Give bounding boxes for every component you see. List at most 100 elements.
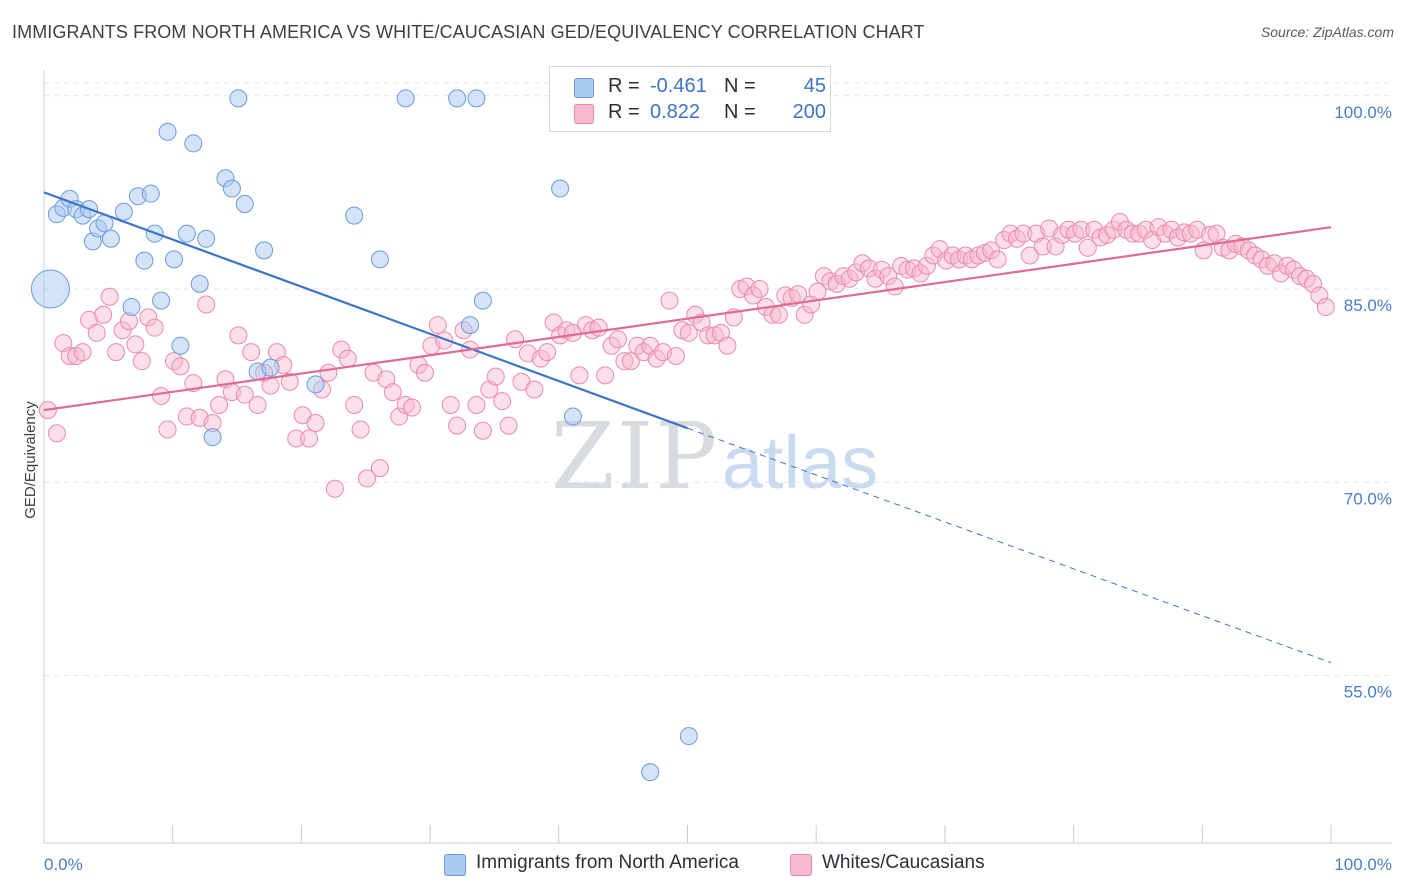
point-immigrants bbox=[467, 89, 486, 108]
bottom-legend-swatch-blue bbox=[444, 854, 466, 876]
point-whites bbox=[113, 321, 132, 340]
point-whites bbox=[1020, 246, 1039, 265]
point-immigrants bbox=[448, 89, 467, 108]
point-immigrants bbox=[396, 89, 415, 108]
point-whites bbox=[1110, 213, 1129, 232]
y-axis-label: GED/Equivalency bbox=[22, 401, 39, 519]
point-whites bbox=[840, 269, 859, 288]
point-whites bbox=[345, 395, 364, 414]
point-immigrants bbox=[551, 179, 570, 198]
point-whites bbox=[872, 260, 891, 279]
point-immigrants bbox=[177, 224, 196, 243]
point-immigrants bbox=[158, 122, 177, 141]
point-immigrants bbox=[135, 251, 154, 270]
point-immigrants bbox=[222, 179, 241, 198]
point-whites bbox=[885, 277, 904, 296]
point-whites bbox=[358, 469, 377, 488]
bottom-legend-whites: Whites/Caucasians bbox=[790, 852, 1020, 878]
point-whites bbox=[306, 414, 325, 433]
point-whites bbox=[589, 318, 608, 337]
point-whites bbox=[718, 336, 737, 355]
point-whites bbox=[1316, 298, 1335, 317]
point-whites bbox=[87, 323, 106, 342]
point-whites bbox=[390, 407, 409, 426]
bottom-legend-immigrants: Immigrants from North America bbox=[444, 852, 774, 878]
point-whites bbox=[332, 340, 351, 359]
series-immigrants-points bbox=[30, 89, 698, 782]
point-whites bbox=[435, 331, 454, 350]
legend-row-immigrants: R = -0.461 N = 45 bbox=[574, 75, 826, 101]
point-whites bbox=[1072, 220, 1091, 239]
point-whites bbox=[100, 287, 119, 306]
point-whites bbox=[210, 395, 229, 414]
point-immigrants bbox=[255, 241, 274, 260]
bottom-legend-label: Whites/Caucasians bbox=[822, 852, 985, 873]
stats-legend: R = -0.461 N = 45 R = 0.822 N = 200 bbox=[549, 66, 831, 132]
point-whites bbox=[441, 395, 460, 414]
point-whites bbox=[47, 424, 66, 443]
bottom-legend-swatch-pink bbox=[790, 854, 812, 876]
point-whites bbox=[1310, 286, 1329, 305]
point-immigrants bbox=[122, 298, 141, 317]
point-immigrants bbox=[460, 316, 479, 335]
point-whites bbox=[1284, 260, 1303, 279]
point-whites bbox=[795, 305, 814, 324]
point-immigrants bbox=[197, 229, 216, 248]
point-whites bbox=[538, 343, 557, 362]
point-immigrants bbox=[306, 375, 325, 394]
point-whites bbox=[448, 416, 467, 435]
bottom-legend-label: Immigrants from North America bbox=[476, 852, 739, 873]
point-immigrants bbox=[261, 358, 280, 377]
point-whites bbox=[744, 286, 763, 305]
trend-lines bbox=[43, 191, 1332, 664]
point-whites bbox=[750, 280, 769, 299]
point-whites bbox=[531, 349, 550, 368]
point-whites bbox=[570, 366, 589, 385]
point-immigrants bbox=[563, 407, 582, 426]
point-whites bbox=[911, 264, 930, 283]
legend-r-label: R = bbox=[608, 101, 640, 123]
point-whites bbox=[248, 395, 267, 414]
point-whites bbox=[370, 459, 389, 478]
point-immigrants bbox=[235, 194, 254, 213]
point-whites bbox=[493, 392, 512, 411]
point-whites bbox=[229, 326, 248, 345]
point-whites bbox=[679, 323, 698, 342]
point-immigrants bbox=[370, 250, 389, 269]
point-whites bbox=[499, 416, 518, 435]
point-immigrants bbox=[190, 274, 209, 293]
trend-whites bbox=[43, 226, 1332, 412]
point-whites bbox=[988, 250, 1007, 269]
point-whites bbox=[666, 347, 685, 366]
point-whites bbox=[126, 335, 145, 354]
point-whites bbox=[428, 316, 447, 335]
source-label: Source: ZipAtlas.com bbox=[1260, 24, 1394, 40]
point-whites bbox=[525, 380, 544, 399]
y-tick-labels: 100.0% 85.0% 70.0% 55.0% bbox=[1334, 103, 1392, 702]
point-whites bbox=[621, 352, 640, 371]
point-whites bbox=[506, 330, 525, 349]
point-whites bbox=[769, 305, 788, 324]
point-whites bbox=[145, 318, 164, 337]
point-immigrants bbox=[184, 134, 203, 153]
legend-n-label: N = bbox=[724, 101, 756, 123]
point-immigrants bbox=[171, 336, 190, 355]
point-whites bbox=[158, 420, 177, 439]
legend-n-value: 200 bbox=[792, 101, 826, 123]
watermark-atlas: atlas bbox=[722, 421, 878, 504]
point-whites bbox=[982, 241, 1001, 260]
point-immigrants bbox=[152, 291, 171, 310]
legend-swatch-pink bbox=[574, 104, 594, 124]
point-whites bbox=[647, 349, 666, 368]
point-whites bbox=[1014, 224, 1033, 243]
point-whites bbox=[660, 291, 679, 310]
point-whites bbox=[107, 343, 126, 362]
point-whites bbox=[596, 366, 615, 385]
point-whites bbox=[351, 420, 370, 439]
point-whites bbox=[415, 363, 434, 382]
x-tick-max: 100.0% bbox=[1334, 855, 1392, 874]
point-whites bbox=[73, 343, 92, 362]
point-immigrants bbox=[101, 229, 120, 248]
point-immigrants bbox=[473, 291, 492, 310]
